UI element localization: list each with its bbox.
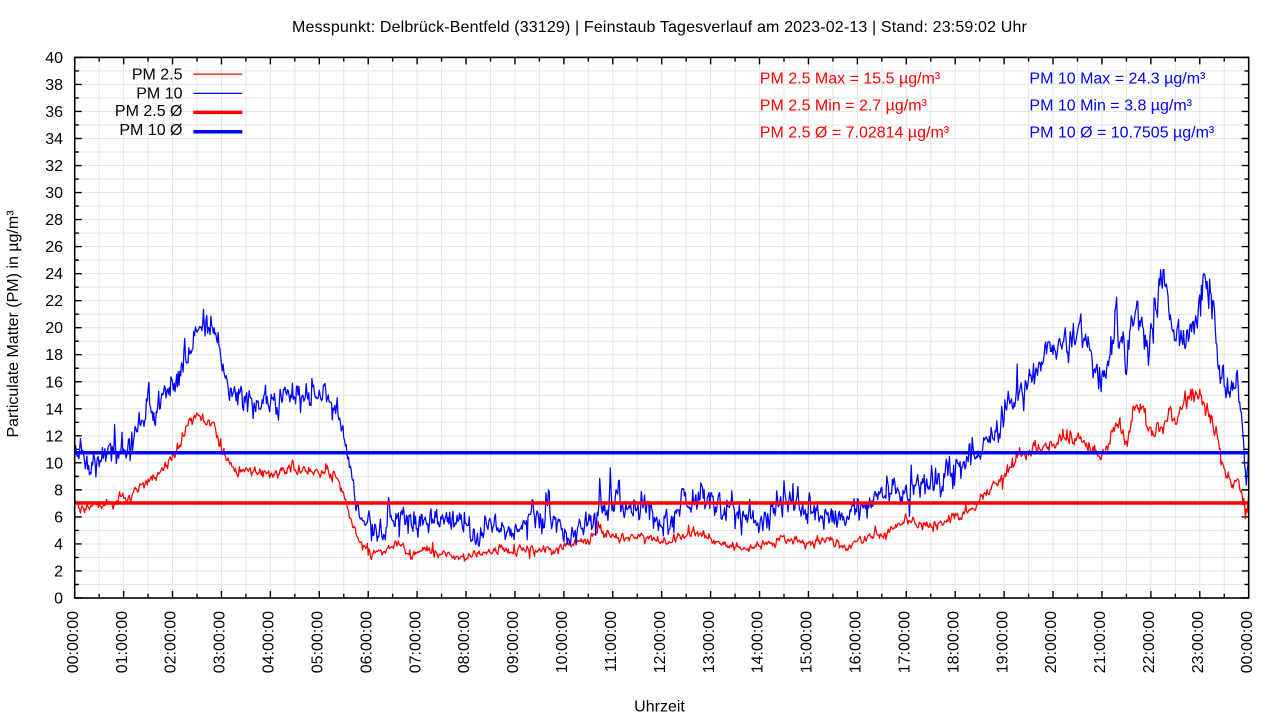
svg-text:11:00:00: 11:00:00: [603, 611, 620, 672]
svg-text:07:00:00: 07:00:00: [407, 611, 424, 673]
svg-text:05:00:00: 05:00:00: [310, 611, 327, 673]
svg-text:40: 40: [45, 50, 63, 67]
svg-text:14: 14: [45, 401, 63, 418]
svg-text:PM 2.5 Min = 2.7 µg/m³: PM 2.5 Min = 2.7 µg/m³: [760, 98, 928, 115]
svg-text:18:00:00: 18:00:00: [945, 611, 962, 673]
svg-text:01:00:00: 01:00:00: [114, 611, 131, 673]
svg-text:PM 2.5 Max = 15.5 µg/m³: PM 2.5 Max = 15.5 µg/m³: [760, 71, 941, 88]
svg-text:30: 30: [45, 185, 63, 202]
svg-text:22:00:00: 22:00:00: [1141, 611, 1158, 673]
svg-text:20:00:00: 20:00:00: [1043, 611, 1060, 673]
svg-text:0: 0: [54, 591, 63, 608]
svg-text:12: 12: [45, 428, 63, 445]
svg-text:Uhrzeit: Uhrzeit: [634, 699, 685, 716]
svg-text:00:00:00: 00:00:00: [65, 611, 82, 673]
svg-text:PM 10 Ø: PM 10 Ø: [119, 122, 182, 139]
svg-text:Messpunkt: Delbrück-Bentfeld (: Messpunkt: Delbrück-Bentfeld (33129) | F…: [292, 19, 1028, 36]
svg-text:PM 2.5 Ø: PM 2.5 Ø: [115, 103, 183, 120]
svg-text:09:00:00: 09:00:00: [505, 611, 522, 673]
svg-text:PM 10 Min = 3.8 µg/m³: PM 10 Min = 3.8 µg/m³: [1029, 98, 1192, 115]
svg-text:2: 2: [54, 564, 63, 581]
svg-text:PM 2.5 Ø = 7.02814 µg/m³: PM 2.5 Ø = 7.02814 µg/m³: [760, 125, 950, 142]
svg-text:23:00:00: 23:00:00: [1190, 611, 1207, 673]
svg-text:22: 22: [45, 293, 63, 310]
svg-text:6: 6: [54, 509, 63, 526]
svg-text:04:00:00: 04:00:00: [261, 611, 278, 673]
svg-text:14:00:00: 14:00:00: [750, 611, 767, 673]
svg-text:10:00:00: 10:00:00: [554, 611, 571, 673]
svg-text:21:00:00: 21:00:00: [1092, 611, 1109, 673]
svg-text:20: 20: [45, 320, 63, 337]
svg-text:28: 28: [45, 212, 63, 229]
svg-text:8: 8: [54, 482, 63, 499]
svg-text:36: 36: [45, 104, 63, 121]
svg-text:4: 4: [54, 536, 63, 553]
svg-text:PM 10 Ø = 10.7505 µg/m³: PM 10 Ø = 10.7505 µg/m³: [1029, 125, 1215, 142]
svg-text:08:00:00: 08:00:00: [456, 611, 473, 673]
svg-text:12:00:00: 12:00:00: [652, 611, 669, 673]
svg-text:24: 24: [45, 266, 63, 283]
svg-text:34: 34: [45, 131, 63, 148]
svg-text:15:00:00: 15:00:00: [799, 611, 816, 673]
svg-text:10: 10: [45, 455, 63, 472]
svg-text:26: 26: [45, 239, 63, 256]
svg-text:06:00:00: 06:00:00: [358, 611, 375, 673]
svg-text:02:00:00: 02:00:00: [163, 611, 180, 673]
svg-text:PM 10: PM 10: [136, 86, 182, 103]
svg-text:PM 2.5: PM 2.5: [132, 67, 183, 84]
svg-text:03:00:00: 03:00:00: [212, 611, 229, 673]
svg-text:18: 18: [45, 347, 63, 364]
svg-text:38: 38: [45, 77, 63, 94]
svg-text:17:00:00: 17:00:00: [897, 611, 914, 673]
svg-text:Particulate Matter (PM) in µg/: Particulate Matter (PM) in µg/m³: [5, 210, 22, 438]
svg-text:16: 16: [45, 374, 63, 391]
svg-text:32: 32: [45, 158, 63, 175]
svg-text:16:00:00: 16:00:00: [848, 611, 865, 673]
svg-text:13:00:00: 13:00:00: [701, 611, 718, 673]
svg-text:00:00:00: 00:00:00: [1239, 611, 1256, 673]
svg-text:PM 10 Max = 24.3 µg/m³: PM 10 Max = 24.3 µg/m³: [1029, 71, 1206, 88]
svg-text:19:00:00: 19:00:00: [994, 611, 1011, 673]
